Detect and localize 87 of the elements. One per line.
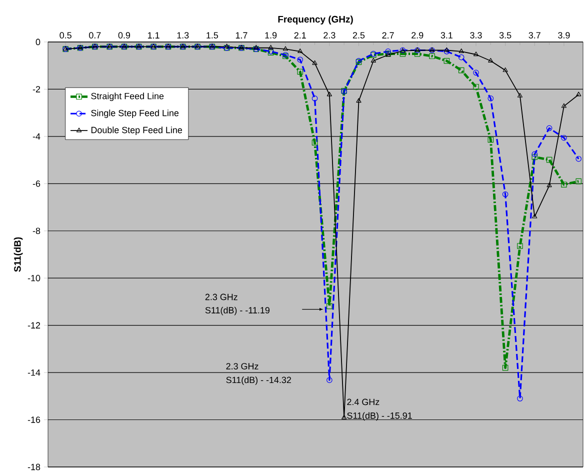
point (502, 67, 508, 72)
point (517, 243, 523, 249)
point (546, 182, 552, 188)
point (546, 156, 552, 163)
point (444, 58, 450, 64)
point (532, 214, 538, 218)
point (458, 67, 464, 74)
y-tick-label: -8 (32, 228, 40, 234)
x-tick-label: 2.7 (382, 32, 394, 38)
point (342, 414, 347, 420)
point (356, 98, 362, 103)
point (400, 50, 406, 57)
point (458, 54, 464, 60)
point (473, 84, 479, 90)
x-tick-label: 3.1 (440, 32, 452, 38)
legend-label: Single Step Feed Line (91, 110, 179, 118)
x-tick-label: 1.1 (148, 32, 160, 38)
point (561, 134, 567, 141)
point (429, 53, 435, 60)
point (488, 58, 494, 62)
point (473, 70, 479, 76)
point (458, 48, 464, 54)
y-tick-label: -4 (32, 133, 40, 140)
point (561, 182, 567, 188)
y-tick-label: -12 (28, 322, 40, 328)
x-tick-label: 2.9 (412, 32, 424, 38)
x-tick-label: 2.3 (324, 32, 336, 38)
point (326, 92, 332, 96)
y-tick-label: -2 (32, 86, 40, 92)
point (268, 44, 274, 50)
x-tick-label: 1.5 (206, 32, 218, 38)
point (224, 44, 230, 48)
x-tick-label: 0.5 (60, 32, 72, 38)
point (444, 48, 450, 54)
y-tick-label: 0 (36, 38, 40, 46)
point (370, 58, 376, 62)
x-tick-label: 1.3 (177, 32, 189, 38)
annotation: 2.4 GHz (347, 398, 380, 406)
point (561, 103, 567, 108)
y-tick-label: -10 (28, 274, 40, 282)
point (312, 60, 318, 65)
point (576, 178, 582, 184)
point (532, 154, 538, 160)
legend-label: Double Step Feed Line (91, 126, 182, 135)
x-tick-label: 1.7 (236, 32, 248, 38)
annotation: 2.3 GHz (226, 363, 258, 370)
x-axis-title: Frequency (GHz) (278, 16, 353, 24)
x-tick-label: 3.5 (499, 32, 512, 38)
y-tick-label: -18 (28, 464, 40, 470)
y-axis-title: S11(dB) (14, 237, 23, 272)
annotation: S11(dB) - -11.19 (205, 306, 270, 316)
x-tick-label: 0.7 (89, 32, 101, 38)
x-tick-label: 3.3 (470, 32, 482, 38)
point (326, 303, 332, 310)
point (502, 364, 508, 371)
point (254, 44, 259, 50)
x-tick-label: 3.7 (528, 32, 540, 38)
x-tick-label: 2.1 (294, 32, 306, 38)
point (312, 96, 318, 102)
point (576, 156, 582, 162)
point (488, 96, 494, 102)
x-tick-label: 1.9 (265, 32, 277, 38)
point (312, 140, 318, 146)
point (546, 125, 552, 132)
point (517, 92, 523, 98)
annotation: S11(dB) - -15.91 (347, 412, 412, 421)
point (297, 68, 304, 75)
point (517, 396, 523, 402)
x-tick-label: 3.9 (558, 32, 570, 38)
point (385, 48, 391, 54)
annotation: S11(dB) - -14.32 (226, 376, 291, 385)
point (532, 151, 538, 158)
y-tick-label: -14 (28, 369, 40, 376)
y-tick-label: -16 (28, 416, 40, 423)
y-tick-label: -6 (32, 180, 40, 187)
point (326, 377, 332, 383)
x-tick-label: 0.9 (118, 32, 130, 38)
annotation: 2.3 GHz (205, 294, 238, 300)
point (488, 136, 494, 143)
point (297, 56, 304, 63)
x-tick-label: 2.5 (352, 32, 365, 38)
point (298, 48, 303, 54)
point (473, 52, 479, 56)
legend-label: Straight Feed Line (91, 92, 164, 102)
point (502, 191, 508, 198)
point (444, 47, 450, 52)
point (282, 46, 288, 51)
